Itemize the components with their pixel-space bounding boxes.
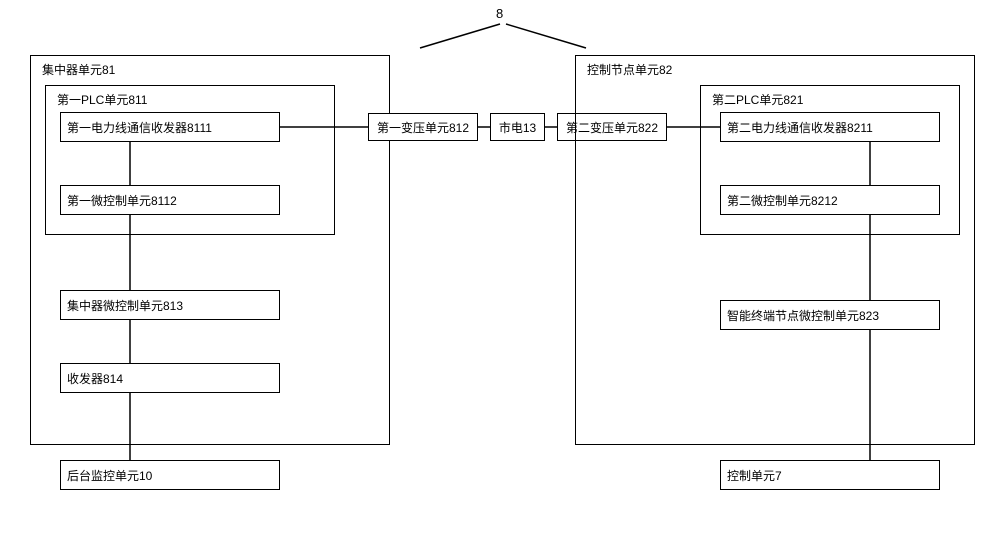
- group-plc2-label: 第二PLC单元821: [710, 91, 805, 108]
- node-814: 收发器814: [60, 363, 280, 393]
- node-8112: 第一微控制单元8112: [60, 185, 280, 215]
- node-8212: 第二微控制单元8212: [720, 185, 940, 215]
- group-plc1-label: 第一PLC单元811: [55, 91, 149, 108]
- group-concentrator-label: 集中器单元81: [40, 61, 117, 78]
- node-13: 市电13: [490, 113, 545, 141]
- group-control-node-label: 控制节点单元82: [585, 61, 674, 78]
- node-813: 集中器微控制单元813: [60, 290, 280, 320]
- node-823: 智能终端节点微控制单元823: [720, 300, 940, 330]
- node-7: 控制单元7: [720, 460, 940, 490]
- diagram-canvas: 8 集中器单元81 第一PLC单元811 第一电力线通信收发器8111 第一微控…: [0, 0, 1000, 533]
- node-8111: 第一电力线通信收发器8111: [60, 112, 280, 142]
- node-812: 第一变压单元812: [368, 113, 478, 141]
- top-label: 8: [496, 6, 503, 21]
- node-10: 后台监控单元10: [60, 460, 280, 490]
- node-8211: 第二电力线通信收发器8211: [720, 112, 940, 142]
